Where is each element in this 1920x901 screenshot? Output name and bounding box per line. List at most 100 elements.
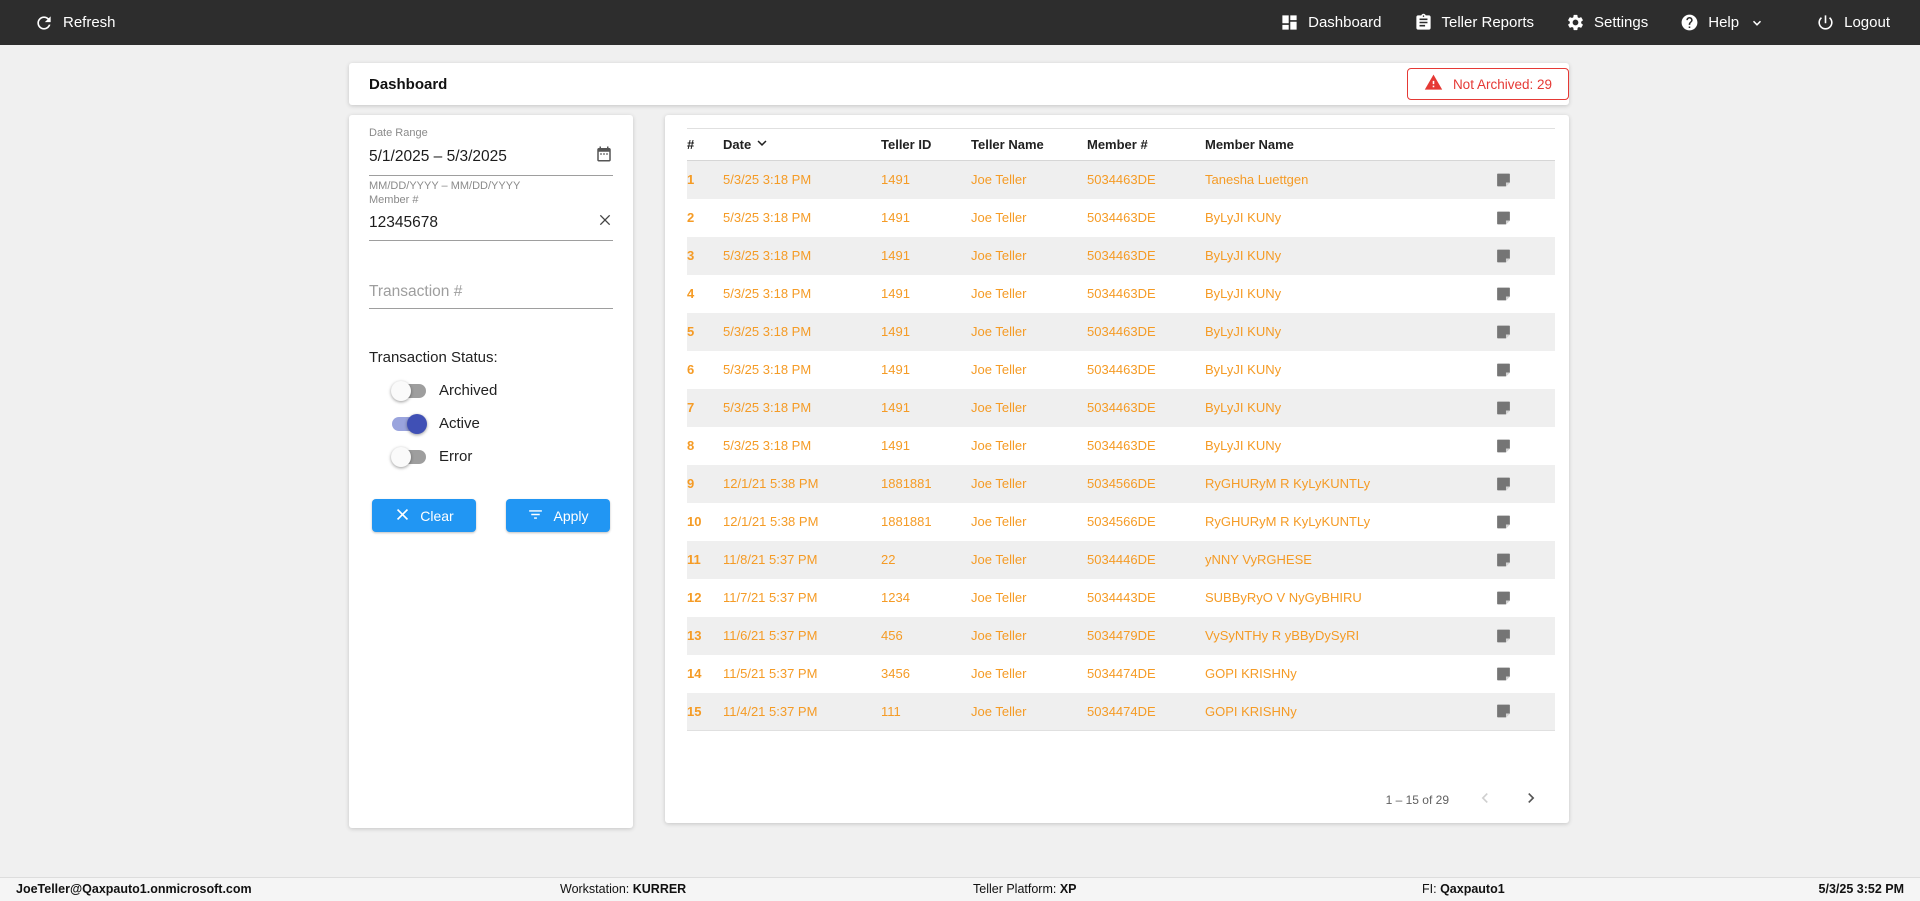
transaction-number-field[interactable]: Transaction # bbox=[369, 277, 613, 309]
cell-date: 5/3/25 3:18 PM bbox=[723, 286, 812, 301]
note-icon[interactable] bbox=[1495, 247, 1555, 265]
cell-member-name: RyGHURyM R KyLyKUNTLy bbox=[1205, 464, 1495, 503]
cell-teller-id: 1491 bbox=[881, 210, 910, 225]
workstation-info: Workstation: KURRER bbox=[560, 882, 687, 896]
refresh-button[interactable]: Refresh bbox=[34, 13, 116, 33]
sort-down-icon bbox=[753, 134, 771, 155]
nav-item-help[interactable]: Help bbox=[1680, 13, 1764, 32]
cell-row-number: 4 bbox=[687, 286, 695, 301]
note-icon[interactable] bbox=[1495, 437, 1555, 455]
cell-member-number: 5034443DE bbox=[1087, 590, 1156, 605]
table-row[interactable]: 12 11/7/21 5:37 PM 1234 Joe Teller 5034443DE… bbox=[687, 579, 1555, 617]
table-row[interactable]: 3 5/3/25 3:18 PM 1491 Joe Teller 5034463DE By… bbox=[687, 236, 1555, 275]
cell-row-number: 14 bbox=[687, 666, 702, 681]
table-row[interactable]: 11 11/8/21 5:37 PM 22 Joe Teller 5034446DE yN… bbox=[687, 540, 1555, 579]
page-title: Dashboard bbox=[369, 75, 448, 93]
table-row[interactable]: 8 5/3/25 3:18 PM 1491 Joe Teller 5034463DE By… bbox=[687, 427, 1555, 465]
column-header-teller-name[interactable]: Teller Name bbox=[971, 128, 1087, 161]
note-icon[interactable] bbox=[1495, 665, 1555, 683]
apply-button-label: Apply bbox=[553, 507, 589, 524]
cell-member-name: GOPI KRISHNy bbox=[1205, 692, 1495, 731]
cell-teller-name: Joe Teller bbox=[971, 438, 1027, 453]
note-icon[interactable] bbox=[1495, 589, 1555, 607]
cell-date: 5/3/25 3:18 PM bbox=[723, 362, 812, 377]
cell-teller-id: 111 bbox=[881, 692, 971, 731]
error-toggle[interactable] bbox=[391, 446, 426, 467]
cell-row-number: 12 bbox=[687, 590, 702, 605]
nav-item-teller-reports[interactable]: Teller Reports bbox=[1414, 13, 1535, 32]
archived-toggle[interactable] bbox=[391, 380, 426, 401]
table-row[interactable]: 9 12/1/21 5:38 PM 1881881 Joe Teller 5034566… bbox=[687, 464, 1555, 503]
table-row[interactable]: 15 11/4/21 5:37 PM 111 Joe Teller 5034474DE G… bbox=[687, 692, 1555, 731]
close-icon bbox=[394, 506, 411, 526]
cell-date: 11/8/21 5:37 PM bbox=[723, 540, 881, 579]
cell-date: 5/3/25 3:18 PM bbox=[723, 210, 812, 225]
column-header-number[interactable]: # bbox=[687, 128, 723, 161]
cell-row-number: 6 bbox=[687, 362, 695, 377]
table-row[interactable]: 4 5/3/25 3:18 PM 1491 Joe Teller 5034463DE By… bbox=[687, 275, 1555, 313]
cell-note bbox=[1495, 464, 1555, 503]
table-row[interactable]: 7 5/3/25 3:18 PM 1491 Joe Teller 5034463DE By… bbox=[687, 388, 1555, 427]
cell-member-number: 5034463DE bbox=[1087, 362, 1156, 377]
table-row[interactable]: 13 11/6/21 5:37 PM 456 Joe Teller 5034479DE V… bbox=[687, 616, 1555, 655]
table-row[interactable]: 10 12/1/21 5:38 PM 1881881 Joe Teller 503456… bbox=[687, 503, 1555, 541]
cell-teller-id: 1491 bbox=[881, 362, 910, 377]
cell-note bbox=[1495, 503, 1555, 541]
table-row[interactable]: 5 5/3/25 3:18 PM 1491 Joe Teller 5034463DE By… bbox=[687, 312, 1555, 351]
nav-label-logout: Logout bbox=[1844, 14, 1890, 31]
note-icon[interactable] bbox=[1495, 323, 1555, 341]
settings-icon bbox=[1566, 13, 1585, 32]
date-range-field[interactable]: 5/1/2025 – 5/3/2025 bbox=[369, 139, 613, 176]
note-icon[interactable] bbox=[1495, 551, 1555, 569]
note-icon[interactable] bbox=[1495, 399, 1555, 417]
cell-note bbox=[1495, 160, 1555, 199]
note-icon[interactable] bbox=[1495, 475, 1555, 493]
nav-item-dashboard[interactable]: Dashboard bbox=[1280, 13, 1382, 32]
table-row[interactable]: 2 5/3/25 3:18 PM 1491 Joe Teller 5034463DE By… bbox=[687, 199, 1555, 237]
next-page-button[interactable] bbox=[1521, 788, 1541, 811]
note-icon[interactable] bbox=[1495, 627, 1555, 645]
column-header-member-name[interactable]: Member Name bbox=[1205, 128, 1495, 161]
cell-teller-id: 1881881 bbox=[881, 514, 932, 529]
cell-teller-id: 1491 bbox=[881, 236, 971, 275]
calendar-icon[interactable] bbox=[595, 145, 613, 168]
table-row[interactable]: 6 5/3/25 3:18 PM 1491 Joe Teller 5034463DE By… bbox=[687, 351, 1555, 389]
teller-reports-icon bbox=[1414, 13, 1433, 32]
column-header-member-number[interactable]: Member # bbox=[1087, 128, 1205, 161]
clear-x-icon[interactable] bbox=[597, 212, 613, 233]
clear-button[interactable]: Clear bbox=[372, 499, 476, 532]
cell-teller-name: Joe Teller bbox=[971, 312, 1087, 351]
cell-teller-id: 1491 bbox=[881, 286, 910, 301]
member-number-field[interactable]: 12345678 bbox=[369, 206, 613, 241]
cell-teller-name: Joe Teller bbox=[971, 590, 1027, 605]
note-icon[interactable] bbox=[1495, 702, 1555, 720]
nav-label-teller-reports: Teller Reports bbox=[1441, 14, 1535, 31]
cell-member-number: 5034463DE bbox=[1087, 160, 1205, 199]
cell-row-number: 15 bbox=[687, 692, 723, 731]
cell-note bbox=[1495, 388, 1555, 427]
note-icon[interactable] bbox=[1495, 171, 1555, 189]
cell-row-number: 8 bbox=[687, 438, 695, 453]
nav-item-logout[interactable]: Logout bbox=[1816, 13, 1890, 32]
note-icon[interactable] bbox=[1495, 285, 1555, 303]
table-row[interactable]: 14 11/5/21 5:37 PM 3456 Joe Teller 5034474DE… bbox=[687, 655, 1555, 693]
cell-teller-name: Joe Teller bbox=[971, 362, 1027, 377]
nav-item-settings[interactable]: Settings bbox=[1566, 13, 1648, 32]
cell-member-number: 5034463DE bbox=[1087, 236, 1205, 275]
column-header-teller-id[interactable]: Teller ID bbox=[881, 128, 971, 161]
not-archived-badge[interactable]: Not Archived: 29 bbox=[1406, 68, 1569, 100]
note-icon[interactable] bbox=[1495, 209, 1555, 227]
cell-note bbox=[1495, 655, 1555, 693]
cell-date: 11/6/21 5:37 PM bbox=[723, 616, 881, 655]
table-row[interactable]: 1 5/3/25 3:18 PM 1491 Joe Teller 5034463DE Ta… bbox=[687, 160, 1555, 199]
note-icon[interactable] bbox=[1495, 513, 1555, 531]
note-icon[interactable] bbox=[1495, 361, 1555, 379]
results-table-card: # Date Teller ID Teller Name Member # Me… bbox=[665, 115, 1569, 823]
platform-value: XP bbox=[1059, 882, 1077, 896]
active-toggle[interactable] bbox=[392, 413, 427, 434]
cell-row-number: 10 bbox=[687, 514, 702, 529]
page-header-card: Dashboard Not Archived: 29 bbox=[349, 63, 1569, 105]
column-header-date[interactable]: Date bbox=[723, 128, 881, 161]
filter-panel: Date Range 5/1/2025 – 5/3/2025 MM/DD/YYY… bbox=[349, 115, 633, 828]
apply-button[interactable]: Apply bbox=[506, 499, 610, 532]
